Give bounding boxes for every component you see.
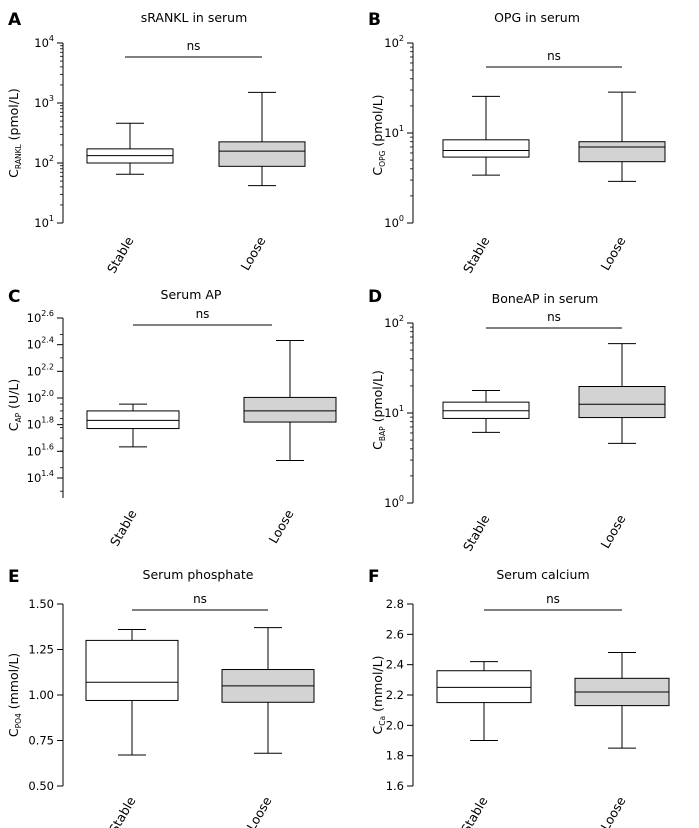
x-category-label: Stable xyxy=(104,234,137,276)
x-category-label: Loose xyxy=(237,234,268,273)
box-stable: Stable xyxy=(442,95,530,276)
significance-label: ns xyxy=(547,49,561,63)
x-category-label: Stable xyxy=(106,794,139,828)
iqr-box xyxy=(442,139,530,158)
y-axis-label: CRANKL (pmol/L) xyxy=(6,88,23,178)
x-category-label: Loose xyxy=(597,794,628,828)
significance-label: ns xyxy=(196,307,210,321)
significance-label: ns xyxy=(193,592,207,606)
y-tick-label: 1.50 xyxy=(28,597,54,611)
iqr-box xyxy=(243,396,337,423)
y-axis-label: CPO4 (mmol/L) xyxy=(6,653,23,737)
box-stable: Stable xyxy=(436,661,532,828)
panel-letter: A xyxy=(8,10,22,30)
panel-letter: E xyxy=(8,567,20,587)
x-category-label: Loose xyxy=(243,794,274,828)
y-tick-label: 1.25 xyxy=(28,643,54,657)
y-tick-label: 0.50 xyxy=(28,779,54,793)
iqr-box xyxy=(218,141,306,167)
y-tick-label: 101.4 xyxy=(27,469,54,485)
x-category-label: Stable xyxy=(107,507,140,549)
y-tick-label: 101 xyxy=(384,404,404,420)
y-tick-label: 2.8 xyxy=(386,597,404,611)
panel-letter: D xyxy=(368,287,382,307)
y-tick-label: 102.4 xyxy=(27,336,54,352)
y-tick-label: 103 xyxy=(34,94,54,110)
y-tick-label: 102 xyxy=(384,314,404,330)
panel-b: B OPG in serum 100 101 102 COPG (pmol/L) ns Sta… xyxy=(368,10,666,276)
panel-f: F Serum calcium 1.6 1.8 2.0 2.2 2.4 2.6 2.8 CCa (… xyxy=(368,567,670,828)
significance-label: ns xyxy=(187,39,201,53)
y-tick-label: 101.6 xyxy=(27,442,54,458)
significance-label: ns xyxy=(547,310,561,324)
y-tick-label: 100 xyxy=(384,214,404,230)
x-category-label: Stable xyxy=(458,794,491,828)
box-stable: Stable xyxy=(86,122,174,276)
y-tick-label: 102 xyxy=(34,154,54,170)
y-axis-label: CAP (U/L) xyxy=(6,379,23,431)
panel-letter: B xyxy=(368,10,381,30)
y-tick-label: 101 xyxy=(384,124,404,140)
y-tick-label: 2.2 xyxy=(386,688,404,702)
y-tick-label: 104 xyxy=(34,34,54,50)
x-category-label: Stable xyxy=(460,512,493,554)
significance-label: ns xyxy=(546,592,560,606)
chart-title: Serum phosphate xyxy=(143,567,254,582)
box-loose: Loose xyxy=(574,652,670,828)
y-tick-label: 2.4 xyxy=(386,658,404,672)
x-category-label: Loose xyxy=(597,234,628,273)
panel-c: C Serum AP 101.4 101.6 101.8 102.0 102.2 102.4 1… xyxy=(6,287,337,549)
y-tick-label: 101.8 xyxy=(27,416,54,432)
y-tick-label: 1.8 xyxy=(386,749,404,763)
box-loose: Loose xyxy=(578,343,666,551)
panel-e: E Serum phosphate 0.50 0.75 1.00 1.25 1.50 CPO4… xyxy=(6,567,315,828)
box-loose: Loose xyxy=(578,91,666,273)
box-loose: Loose xyxy=(243,339,337,546)
y-tick-label: 2.6 xyxy=(386,627,404,641)
y-tick-label: 1.6 xyxy=(386,779,404,793)
box-stable: Stable xyxy=(86,403,180,549)
box-loose: Loose xyxy=(218,91,306,273)
iqr-box xyxy=(86,410,180,430)
y-tick-label: 101 xyxy=(34,214,54,230)
panel-letter: C xyxy=(8,287,20,307)
chart-title: sRANKL in serum xyxy=(141,10,248,25)
y-tick-label: 102 xyxy=(384,34,404,50)
y-tick-label: 102.6 xyxy=(27,309,54,325)
y-axis-label: COPG (pmol/L) xyxy=(370,94,387,175)
x-category-label: Stable xyxy=(460,234,493,276)
y-tick-label: 102.0 xyxy=(27,389,54,405)
y-axis-label: CBAP (pmol/L) xyxy=(370,370,387,450)
chart-title: OPG in serum xyxy=(494,10,580,25)
y-tick-label: 2.0 xyxy=(386,718,404,732)
iqr-box xyxy=(436,670,532,704)
panel-letter: F xyxy=(368,567,380,587)
y-tick-label: 102.2 xyxy=(27,362,54,378)
chart-title: Serum AP xyxy=(161,287,222,302)
box-stable: Stable xyxy=(442,389,530,554)
iqr-box xyxy=(85,639,179,701)
iqr-box xyxy=(578,385,666,419)
x-category-label: Loose xyxy=(597,512,628,551)
iqr-box xyxy=(578,141,666,163)
panel-d: D BoneAP in serum 100 101 102 CBAP (pmol/L) ns… xyxy=(368,287,666,554)
box-stable: Stable xyxy=(85,628,179,828)
chart-title: Serum calcium xyxy=(496,567,589,582)
y-tick-label: 0.75 xyxy=(28,734,54,748)
box-loose: Loose xyxy=(221,627,315,828)
x-category-label: Loose xyxy=(265,507,296,546)
y-tick-label: 1.00 xyxy=(28,688,54,702)
y-axis-label: CCa (mmol/L) xyxy=(370,656,387,735)
chart-title: BoneAP in serum xyxy=(492,291,599,306)
y-tick-label: 100 xyxy=(384,494,404,510)
